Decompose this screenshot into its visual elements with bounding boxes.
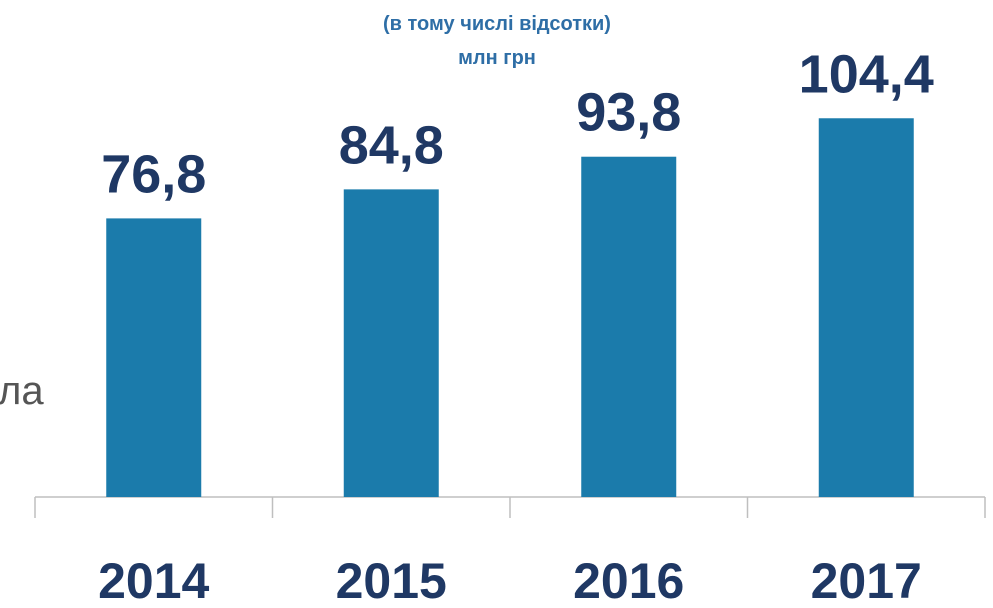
bar — [106, 218, 202, 498]
subtitle: млн грн — [458, 47, 536, 69]
x-tick-label: 2015 — [336, 553, 447, 608]
bar — [581, 156, 677, 497]
value-label: 84,8 — [339, 115, 444, 175]
subtitle: (в тому числі відсотки) — [383, 13, 611, 35]
value-label: 76,8 — [101, 144, 206, 204]
bar — [818, 118, 914, 498]
bar — [343, 189, 439, 497]
annotation: ла — [0, 369, 44, 413]
x-tick-label: 2016 — [573, 553, 684, 608]
x-tick-label: 2017 — [811, 553, 922, 608]
value-label: 93,8 — [576, 83, 681, 143]
x-tick-label: 2014 — [98, 553, 209, 608]
value-label: 104,4 — [799, 44, 934, 104]
